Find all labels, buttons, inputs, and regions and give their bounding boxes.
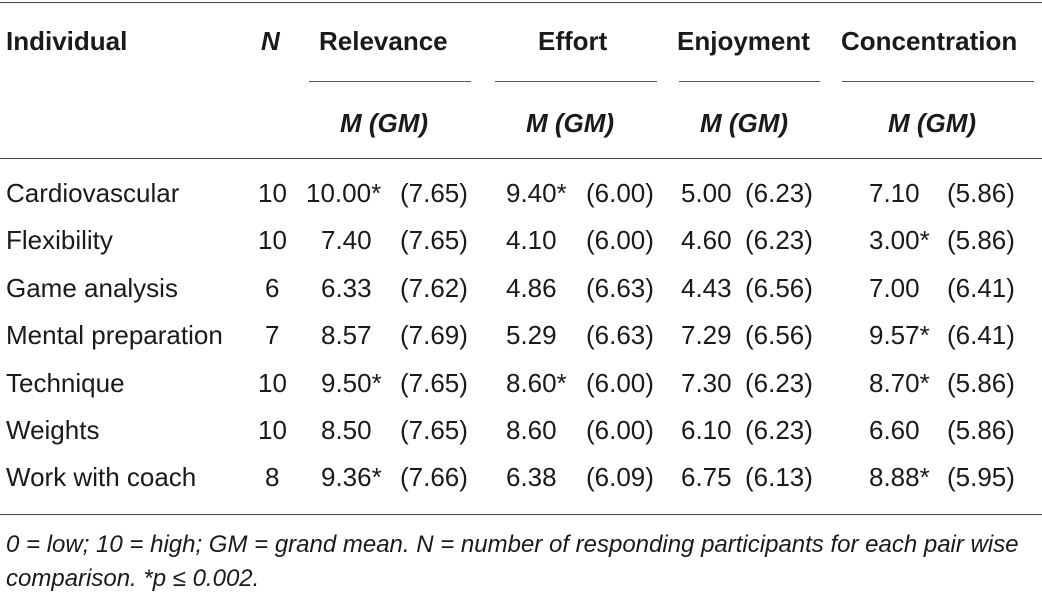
relevance-mean: 9.36* xyxy=(321,462,382,492)
effort-group-rule xyxy=(495,81,657,82)
effort-grand-mean: (6.00) xyxy=(586,415,654,445)
row-n: 8 xyxy=(265,462,280,492)
enjoyment-grand-mean: (6.23) xyxy=(745,178,813,208)
enjoyment-mean: 6.75 xyxy=(681,462,732,492)
subheader-effort: M (GM) xyxy=(526,108,615,138)
enjoyment-grand-mean: (6.23) xyxy=(745,225,813,255)
header-relevance: Relevance xyxy=(319,26,448,56)
enjoyment-mean: 4.60 xyxy=(681,225,732,255)
table-row: Cardiovascular 10 10.00* (7.65) 9.40* (6… xyxy=(0,178,1042,225)
table-footnote: 0 = low; 10 = high; GM = grand mean. N =… xyxy=(6,531,1019,592)
table-row: Mental preparation 7 8.57 (7.69) 5.29 (6… xyxy=(0,320,1042,367)
enjoyment-mean: 7.30 xyxy=(681,368,732,398)
effort-grand-mean: (6.63) xyxy=(586,273,654,303)
header-effort: Effort xyxy=(538,26,608,56)
row-label: Mental preparation xyxy=(6,320,223,350)
row-label: Work with coach xyxy=(6,462,197,492)
header-bottom-rule xyxy=(0,158,1042,159)
row-n: 7 xyxy=(265,320,280,350)
enjoyment-mean: 7.29 xyxy=(681,320,732,350)
enjoyment-grand-mean: (6.56) xyxy=(745,320,813,350)
concentration-mean: 7.10 xyxy=(869,178,920,208)
effort-mean: 5.29 xyxy=(506,320,557,350)
effort-mean: 8.60* xyxy=(506,368,567,398)
relevance-mean: 6.33 xyxy=(321,273,372,303)
relevance-mean: 8.50 xyxy=(321,415,372,445)
header-n: N xyxy=(261,26,280,56)
effort-mean: 6.38 xyxy=(506,462,557,492)
concentration-mean: 8.70* xyxy=(869,368,930,398)
concentration-grand-mean: (5.86) xyxy=(947,415,1015,445)
effort-mean: 8.60 xyxy=(506,415,557,445)
concentration-mean: 9.57* xyxy=(869,320,930,350)
relevance-grand-mean: (7.65) xyxy=(400,415,468,445)
relevance-grand-mean: (7.69) xyxy=(400,320,468,350)
concentration-mean: 7.00 xyxy=(869,273,920,303)
effort-mean: 4.10 xyxy=(506,225,557,255)
enjoyment-mean: 4.43 xyxy=(681,273,732,303)
enjoyment-grand-mean: (6.56) xyxy=(745,273,813,303)
table-row: Game analysis 6 6.33 (7.62) 4.86 (6.63) … xyxy=(0,273,1042,320)
concentration-grand-mean: (6.41) xyxy=(947,273,1015,303)
row-label: Technique xyxy=(6,368,125,398)
enjoyment-grand-mean: (6.23) xyxy=(745,368,813,398)
concentration-grand-mean: (5.86) xyxy=(947,178,1015,208)
relevance-mean: 9.50* xyxy=(321,368,382,398)
concentration-group-rule xyxy=(842,81,1034,82)
relevance-grand-mean: (7.65) xyxy=(400,178,468,208)
row-label: Flexibility xyxy=(6,225,113,255)
effort-grand-mean: (6.00) xyxy=(586,225,654,255)
table-row: Weights 10 8.50 (7.65) 8.60 (6.00) 6.10 … xyxy=(0,415,1042,462)
row-n: 10 xyxy=(258,368,287,398)
relevance-mean: 8.57 xyxy=(321,320,372,350)
subheader-enjoyment: M (GM) xyxy=(700,108,789,138)
relevance-mean: 7.40 xyxy=(321,225,372,255)
row-label: Weights xyxy=(6,415,100,445)
concentration-grand-mean: (5.86) xyxy=(947,225,1015,255)
concentration-grand-mean: (6.41) xyxy=(947,320,1015,350)
row-n: 10 xyxy=(258,415,287,445)
effort-mean: 9.40* xyxy=(506,178,567,208)
relevance-group-rule xyxy=(309,81,471,82)
header-concentration: Concentration xyxy=(841,26,1018,56)
row-label: Cardiovascular xyxy=(6,178,180,208)
effort-grand-mean: (6.09) xyxy=(586,462,654,492)
table-row: Flexibility 10 7.40 (7.65) 4.10 (6.00) 4… xyxy=(0,225,1042,272)
row-n: 10 xyxy=(258,225,287,255)
enjoyment-mean: 6.10 xyxy=(681,415,732,445)
relevance-mean: 10.00* xyxy=(306,178,382,208)
concentration-mean: 3.00* xyxy=(869,225,930,255)
effort-grand-mean: (6.00) xyxy=(586,178,654,208)
effort-mean: 4.86 xyxy=(506,273,557,303)
table-top-rule xyxy=(0,2,1042,3)
concentration-mean: 8.88* xyxy=(869,462,930,492)
concentration-mean: 6.60 xyxy=(869,415,920,445)
enjoyment-mean: 5.00 xyxy=(681,178,732,208)
row-n: 6 xyxy=(265,273,280,303)
effort-grand-mean: (6.00) xyxy=(586,368,654,398)
relevance-grand-mean: (7.65) xyxy=(400,368,468,398)
relevance-grand-mean: (7.62) xyxy=(400,273,468,303)
relevance-grand-mean: (7.66) xyxy=(400,462,468,492)
table-bottom-rule xyxy=(0,514,1042,515)
subheader-relevance: M (GM) xyxy=(340,108,429,138)
subheader-concentration: M (GM) xyxy=(888,108,977,138)
enjoyment-group-rule xyxy=(679,81,820,82)
table-row: Technique 10 9.50* (7.65) 8.60* (6.00) 7… xyxy=(0,368,1042,415)
header-individual: Individual xyxy=(6,26,128,56)
concentration-grand-mean: (5.86) xyxy=(947,368,1015,398)
enjoyment-grand-mean: (6.13) xyxy=(745,462,813,492)
relevance-grand-mean: (7.65) xyxy=(400,225,468,255)
header-enjoyment: Enjoyment xyxy=(677,26,810,56)
enjoyment-grand-mean: (6.23) xyxy=(745,415,813,445)
table-row: Work with coach 8 9.36* (7.66) 6.38 (6.0… xyxy=(0,462,1042,509)
row-n: 10 xyxy=(258,178,287,208)
row-label: Game analysis xyxy=(6,273,178,303)
concentration-grand-mean: (5.95) xyxy=(947,462,1015,492)
effort-grand-mean: (6.63) xyxy=(586,320,654,350)
